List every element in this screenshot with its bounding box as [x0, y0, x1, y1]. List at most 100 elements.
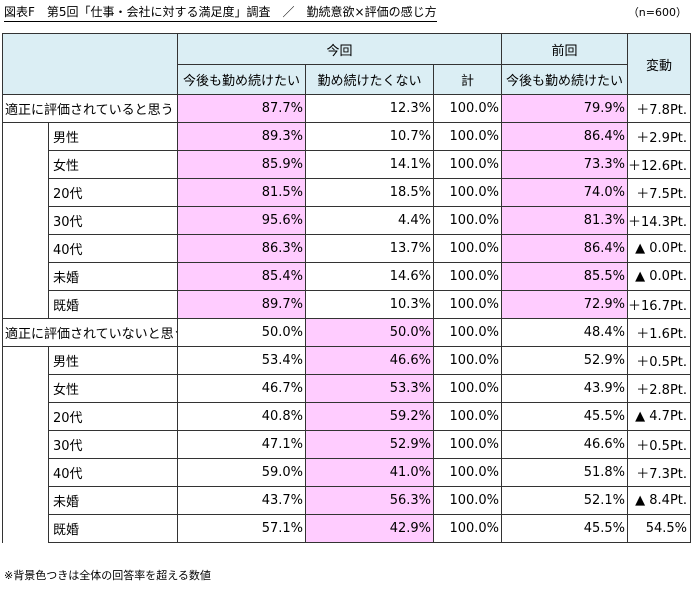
value-not-continue: 50.0% — [305, 318, 434, 347]
table-row: 未婚 43.7% 56.3% 100.0% 52.1% ▲ 8.4Pt. — [2, 486, 692, 515]
value-total: 100.0% — [432, 150, 503, 179]
value-total: 100.0% — [432, 486, 503, 515]
value-continue: 89.3% — [177, 122, 306, 151]
value-prev-continue: 74.0% — [501, 178, 629, 207]
value-total: 100.0% — [432, 178, 503, 207]
table-title: 図表F 第5回「仕事・会社に対する満足度」調査 ／ 勤続意欲×評価の感じ方 — [4, 3, 437, 22]
indent-cell — [2, 458, 49, 487]
value-prev-continue: 51.8% — [501, 458, 629, 487]
value-change: ▲ 8.4Pt. — [627, 486, 692, 515]
table-row: 30代 47.1% 52.9% 100.0% 46.6% ＋0.5Pt. — [2, 430, 692, 459]
table-row: 既婚 57.1% 42.9% 100.0% 45.5% 54.5% — [2, 514, 692, 543]
value-continue: 46.7% — [177, 374, 306, 403]
value-continue: 85.9% — [177, 150, 306, 179]
value-prev-continue: 45.5% — [501, 514, 629, 543]
footnote: ※背景色つきは全体の回答率を超える数値 — [4, 569, 211, 582]
indent-cell — [2, 430, 49, 459]
value-total: 100.0% — [432, 206, 503, 235]
row-label: 30代 — [48, 430, 178, 459]
value-continue: 89.7% — [177, 290, 306, 319]
value-total: 100.0% — [432, 234, 503, 263]
value-prev-continue: 52.1% — [501, 486, 629, 515]
table-row: 男性 53.4% 46.6% 100.0% 52.9% ＋0.5Pt. — [2, 346, 692, 375]
sample-size: （n=600） — [627, 6, 687, 19]
group-total-row: 適正に評価されていると思う 87.7% 12.3% 100.0% 79.9% ＋7.8Pt… — [2, 94, 692, 123]
value-change: ＋2.9Pt. — [627, 122, 692, 151]
value-total: 100.0% — [432, 122, 503, 151]
header-not-continue: 勤め続けたくない — [305, 64, 434, 95]
table-row: 未婚 85.4% 14.6% 100.0% 85.5% ▲ 0.0Pt. — [2, 262, 692, 291]
value-change: ＋2.8Pt. — [627, 374, 692, 403]
header-prev-continue: 今後も勤め続けたい — [501, 64, 629, 95]
value-change: ＋7.8Pt. — [627, 94, 692, 123]
table-row: 女性 85.9% 14.1% 100.0% 73.3% ＋12.6Pt. — [2, 150, 692, 179]
row-label: 男性 — [48, 122, 178, 151]
value-continue: 81.5% — [177, 178, 306, 207]
value-continue: 95.6% — [177, 206, 306, 235]
value-change: ＋1.6Pt. — [627, 318, 692, 347]
row-label: 既婚 — [48, 290, 178, 319]
row-label: 既婚 — [48, 514, 178, 543]
value-prev-continue: 52.9% — [501, 346, 629, 375]
value-total: 100.0% — [432, 262, 503, 291]
header-corner — [2, 33, 178, 95]
value-prev-continue: 73.3% — [501, 150, 629, 179]
value-total: 100.0% — [432, 374, 503, 403]
row-label: 男性 — [48, 346, 178, 375]
table-row: 40代 59.0% 41.0% 100.0% 51.8% ＋7.3Pt. — [2, 458, 692, 487]
value-change: ▲ 0.0Pt. — [627, 262, 692, 291]
value-change: ＋16.7Pt. — [627, 290, 692, 319]
indent-cell — [2, 290, 49, 319]
row-label: 未婚 — [48, 262, 178, 291]
value-change: ＋0.5Pt. — [627, 430, 692, 459]
header-total: 計 — [432, 64, 503, 95]
value-not-continue: 53.3% — [305, 374, 434, 403]
table-row: 30代 95.6% 4.4% 100.0% 81.3% ＋14.3Pt. — [2, 206, 692, 235]
value-prev-continue: 48.4% — [501, 318, 629, 347]
value-not-continue: 41.0% — [305, 458, 434, 487]
value-change: ＋0.5Pt. — [627, 346, 692, 375]
value-continue: 57.1% — [177, 514, 306, 543]
group-label: 適正に評価されていると思う — [2, 94, 178, 123]
indent-cell — [2, 514, 49, 543]
indent-cell — [2, 402, 49, 431]
value-total: 100.0% — [432, 514, 503, 543]
value-total: 100.0% — [432, 402, 503, 431]
value-prev-continue: 79.9% — [501, 94, 629, 123]
value-continue: 40.8% — [177, 402, 306, 431]
value-not-continue: 4.4% — [305, 206, 434, 235]
value-not-continue: 10.3% — [305, 290, 434, 319]
value-not-continue: 52.9% — [305, 430, 434, 459]
row-label: 女性 — [48, 374, 178, 403]
value-continue: 86.3% — [177, 234, 306, 263]
value-total: 100.0% — [432, 290, 503, 319]
row-label: 20代 — [48, 402, 178, 431]
value-continue: 87.7% — [177, 94, 306, 123]
table-row: 20代 40.8% 59.2% 100.0% 45.5% ▲ 4.7Pt. — [2, 402, 692, 431]
value-continue: 59.0% — [177, 458, 306, 487]
value-continue: 47.1% — [177, 430, 306, 459]
value-continue: 43.7% — [177, 486, 306, 515]
indent-cell — [2, 486, 49, 515]
value-continue: 50.0% — [177, 318, 306, 347]
value-prev-continue: 81.3% — [501, 206, 629, 235]
table-row: 40代 86.3% 13.7% 100.0% 86.4% ▲ 0.0Pt. — [2, 234, 692, 263]
table-row: 女性 46.7% 53.3% 100.0% 43.9% ＋2.8Pt. — [2, 374, 692, 403]
value-prev-continue: 43.9% — [501, 374, 629, 403]
value-not-continue: 12.3% — [305, 94, 434, 123]
indent-cell — [2, 374, 49, 403]
value-prev-continue: 45.5% — [501, 402, 629, 431]
value-change: ＋12.6Pt. — [627, 150, 692, 179]
value-not-continue: 14.6% — [305, 262, 434, 291]
row-label: 40代 — [48, 458, 178, 487]
value-prev-continue: 86.4% — [501, 122, 629, 151]
value-change: ▲ 4.7Pt. — [627, 402, 692, 431]
value-not-continue: 18.5% — [305, 178, 434, 207]
value-not-continue: 10.7% — [305, 122, 434, 151]
header-change: 変動 — [627, 33, 692, 95]
row-label: 40代 — [48, 234, 178, 263]
indent-cell — [2, 346, 49, 375]
group-label: 適正に評価されていないと思う — [2, 318, 178, 347]
indent-cell — [2, 178, 49, 207]
value-not-continue: 42.9% — [305, 514, 434, 543]
